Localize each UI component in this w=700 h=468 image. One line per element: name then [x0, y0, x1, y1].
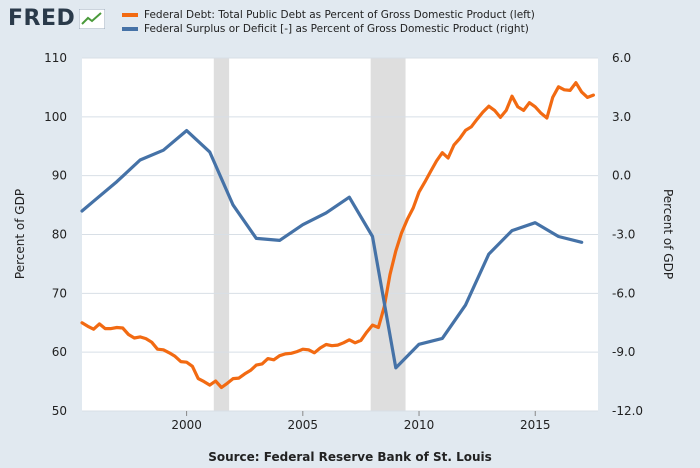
left-axis-label: Percent of GDP [13, 189, 27, 279]
x-tick-label: 2010 [404, 418, 435, 432]
right-tick-label: 3.0 [612, 110, 631, 124]
right-tick-label: 0.0 [612, 169, 631, 183]
debt-series-line [80, 81, 596, 390]
legend-item-debt: Federal Debt: Total Public Debt as Perce… [122, 8, 535, 22]
legend-label-debt: Federal Debt: Total Public Debt as Perce… [144, 9, 535, 21]
right-axis-label: Percent of GDP [661, 189, 675, 279]
source-note: Source: Federal Reserve Bank of St. Loui… [208, 450, 492, 464]
left-tick-label: 60 [52, 345, 67, 359]
chart-legend: Federal Debt: Total Public Debt as Perce… [122, 8, 535, 36]
left-tick-label: 50 [52, 404, 67, 418]
legend-swatch-surplus [122, 27, 138, 31]
legend-label-surplus: Federal Surplus or Deficit [-] as Percen… [144, 23, 529, 35]
left-tick-label: 80 [52, 228, 67, 242]
right-tick-label: -9.0 [612, 345, 635, 359]
x-tick-label: 2015 [520, 418, 551, 432]
left-tick-label: 90 [52, 169, 67, 183]
right-tick-label: -12.0 [612, 404, 643, 418]
x-tick-label: 2005 [288, 418, 319, 432]
legend-item-surplus: Federal Surplus or Deficit [-] as Percen… [122, 22, 535, 36]
fred-logo: FRED [8, 6, 106, 31]
legend-swatch-debt [122, 13, 138, 17]
surplus-series-line [80, 129, 584, 370]
left-tick-label: 100 [44, 110, 67, 124]
right-tick-label: -6.0 [612, 286, 635, 300]
left-tick-label: 110 [44, 51, 67, 65]
right-tick-label: -3.0 [612, 228, 635, 242]
trend-line-icon [79, 8, 106, 29]
x-tick-label: 2000 [171, 418, 202, 432]
left-tick-label: 70 [52, 286, 67, 300]
logo-text: FRED [8, 6, 76, 31]
right-tick-label: 6.0 [612, 51, 631, 65]
